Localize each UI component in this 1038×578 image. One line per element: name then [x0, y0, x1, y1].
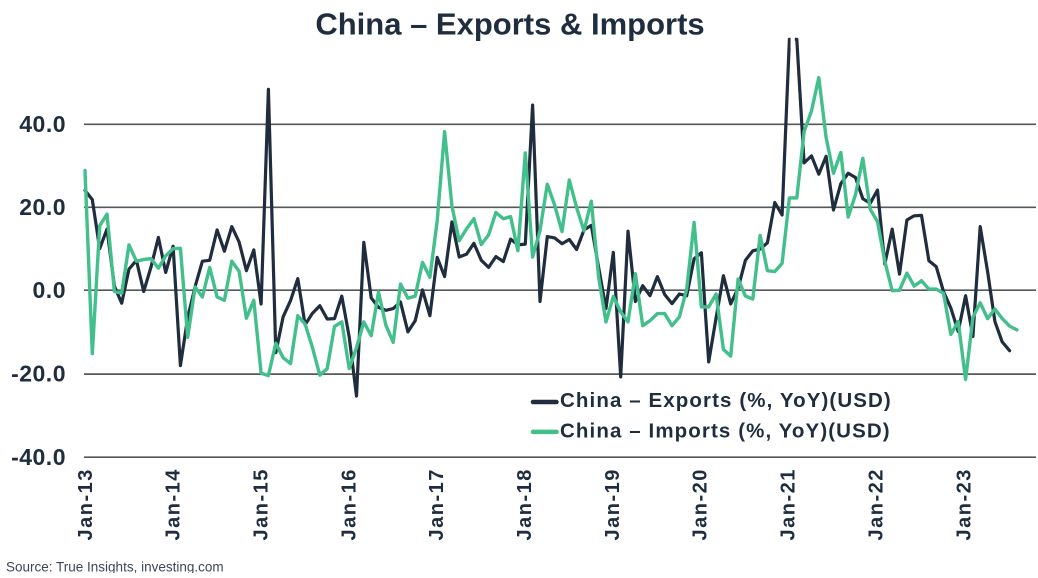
svg-text:Jan-22: Jan-22 — [865, 468, 887, 540]
svg-text:Jan-19: Jan-19 — [602, 468, 624, 540]
svg-text:Jan-21: Jan-21 — [778, 468, 800, 540]
svg-text:Jan-14: Jan-14 — [163, 468, 185, 540]
svg-text:Source: True Insights, investi: Source: True Insights, investing.com — [6, 560, 224, 574]
svg-text:Jan-18: Jan-18 — [514, 468, 536, 540]
svg-text:Jan-20: Jan-20 — [690, 468, 712, 540]
svg-text:Jan-17: Jan-17 — [426, 468, 448, 540]
svg-text:Jan-13: Jan-13 — [75, 468, 97, 540]
svg-text:Jan-23: Jan-23 — [953, 468, 975, 540]
svg-text:China – Exports & Imports: China – Exports & Imports — [315, 7, 704, 42]
svg-text:-20.0: -20.0 — [11, 361, 66, 387]
svg-text:20.0: 20.0 — [19, 194, 66, 220]
svg-text:China – Imports (%, YoY)(USD): China – Imports (%, YoY)(USD) — [560, 420, 891, 443]
svg-text:0.0: 0.0 — [33, 277, 66, 303]
svg-text:Jan-16: Jan-16 — [338, 468, 360, 540]
svg-text:40.0: 40.0 — [19, 111, 66, 137]
svg-text:Jan-15: Jan-15 — [251, 468, 273, 540]
svg-text:China – Exports (%, YoY)(USD): China – Exports (%, YoY)(USD) — [560, 389, 892, 412]
svg-text:-40.0: -40.0 — [11, 444, 66, 470]
